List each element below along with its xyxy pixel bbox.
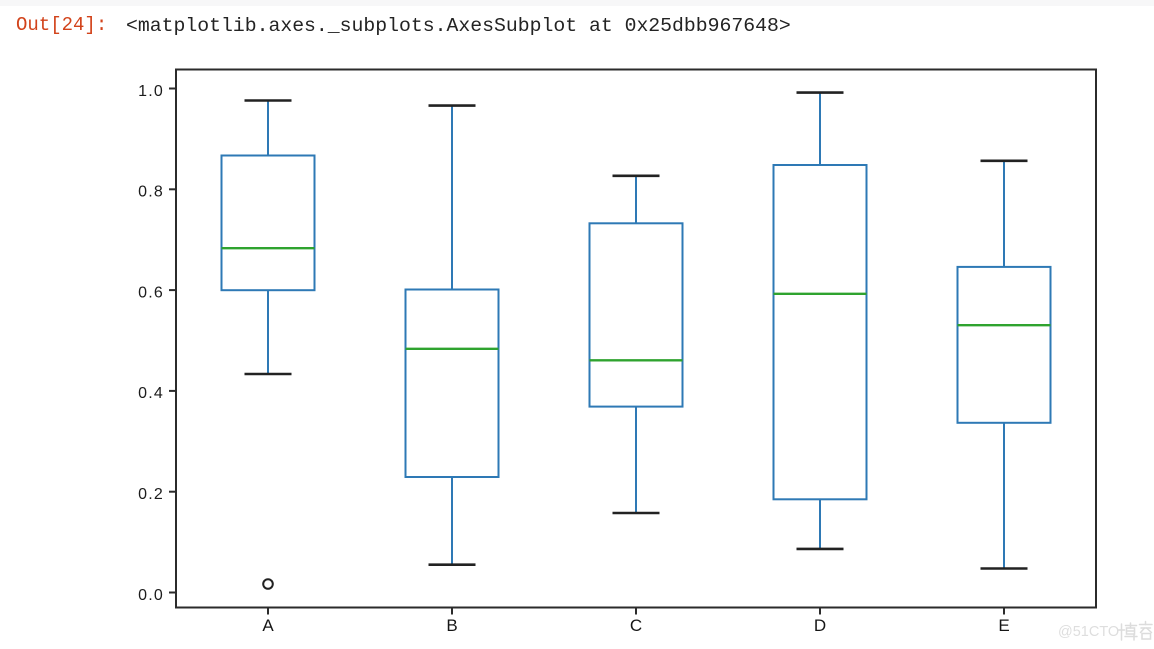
svg-text:D: D [814, 616, 826, 635]
svg-text:0.2: 0.2 [138, 486, 164, 503]
svg-text:0.8: 0.8 [138, 184, 164, 201]
svg-text:E: E [998, 616, 1009, 635]
svg-text:A: A [262, 616, 274, 635]
svg-text:@51CTO: @51CTO [1058, 624, 1119, 640]
svg-text:Out[24]:: Out[24]: [16, 14, 107, 36]
svg-text:0.0: 0.0 [138, 587, 164, 604]
svg-text:<matplotlib.axes._subplots.Axe: <matplotlib.axes._subplots.AxesSubplot a… [126, 15, 791, 37]
svg-text:1.0: 1.0 [138, 83, 164, 100]
svg-text:B: B [446, 616, 457, 635]
svg-text:0.4: 0.4 [138, 385, 164, 402]
svg-text:C: C [630, 616, 642, 635]
svg-text:0.6: 0.6 [138, 284, 164, 301]
